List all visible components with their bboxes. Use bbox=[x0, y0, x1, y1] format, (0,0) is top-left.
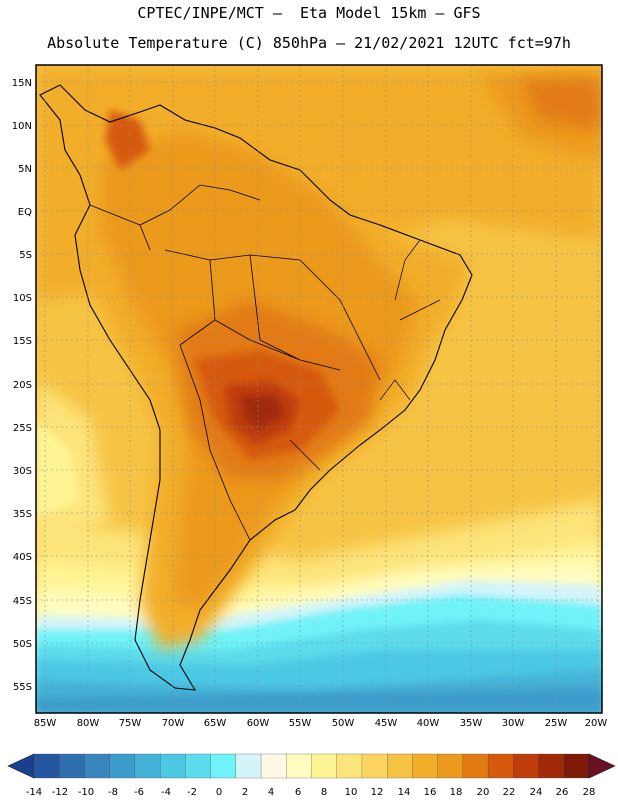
colorbar-swatch bbox=[387, 753, 413, 779]
lon-label: 40W bbox=[417, 718, 440, 729]
colorbar-label: 18 bbox=[450, 787, 463, 798]
colorbar-swatch bbox=[513, 753, 540, 779]
colorbar-label: 2 bbox=[242, 787, 248, 798]
colorbar-label: -12 bbox=[52, 787, 68, 798]
colorbar-swatches bbox=[7, 753, 616, 779]
colorbar-swatch bbox=[286, 753, 312, 779]
colorbar-swatch bbox=[185, 753, 212, 779]
colorbar-label: 6 bbox=[295, 787, 301, 798]
colorbar-label: 28 bbox=[583, 787, 596, 798]
colorbar-label: 8 bbox=[321, 787, 327, 798]
colorbar: -14 -12 -10 -8 -6 -4 -2 0 2 4 6 8 10 12 … bbox=[7, 753, 616, 798]
colorbar-swatch bbox=[412, 753, 439, 779]
colorbar-swatch bbox=[487, 753, 514, 779]
lon-label: 55W bbox=[289, 718, 312, 729]
lat-label: 15N bbox=[12, 78, 32, 89]
colorbar-swatch bbox=[210, 753, 237, 779]
temperature-field bbox=[36, 65, 602, 713]
colorbar-swatch bbox=[235, 753, 262, 779]
colorbar-swatch bbox=[59, 753, 85, 779]
colorbar-label: 16 bbox=[424, 787, 437, 798]
lat-label: 30S bbox=[13, 466, 32, 477]
colorbar-label: 26 bbox=[556, 787, 569, 798]
colorbar-label: 20 bbox=[477, 787, 490, 798]
colorbar-swatch bbox=[134, 753, 161, 779]
colorbar-swatch bbox=[563, 753, 590, 779]
longitude-axis: 85W 80W 75W 70W 65W 60W 55W 50W 45W 40W … bbox=[34, 718, 608, 729]
colorbar-label: 0 bbox=[216, 787, 222, 798]
colorbar-swatch bbox=[462, 753, 489, 779]
colorbar-label: -2 bbox=[187, 787, 197, 798]
lon-label: 25W bbox=[545, 718, 568, 729]
latitude-axis: 15N 10N 5N EQ 5S 10S 15S 20S 25S 30S 35S… bbox=[12, 78, 32, 693]
colorbar-label: 12 bbox=[371, 787, 384, 798]
lat-label: 35S bbox=[13, 509, 32, 520]
colorbar-label: -6 bbox=[134, 787, 144, 798]
colorbar-label: 4 bbox=[268, 787, 274, 798]
lon-label: 85W bbox=[34, 718, 57, 729]
colorbar-label: -10 bbox=[78, 787, 94, 798]
lat-label: 10N bbox=[12, 121, 32, 132]
lat-label: 15S bbox=[13, 336, 32, 347]
colorbar-labels: -14 -12 -10 -8 -6 -4 -2 0 2 4 6 8 10 12 … bbox=[26, 787, 596, 798]
colorbar-swatch bbox=[361, 753, 388, 779]
colorbar-swatch bbox=[260, 753, 287, 779]
lon-label: 20W bbox=[585, 718, 608, 729]
colorbar-swatch bbox=[33, 753, 60, 779]
colorbar-label: 10 bbox=[345, 787, 358, 798]
lat-label: 5S bbox=[19, 250, 32, 261]
lon-label: 45W bbox=[375, 718, 398, 729]
colorbar-label: -8 bbox=[108, 787, 118, 798]
lat-label: 40S bbox=[13, 552, 32, 563]
lon-label: 35W bbox=[460, 718, 483, 729]
colorbar-label: 24 bbox=[530, 787, 543, 798]
colorbar-swatch bbox=[437, 753, 464, 779]
lon-label: 70W bbox=[162, 718, 185, 729]
colorbar-swatch bbox=[84, 753, 111, 779]
lat-label: 55S bbox=[13, 682, 32, 693]
colorbar-swatch bbox=[336, 753, 363, 779]
lon-label: 75W bbox=[119, 718, 142, 729]
lat-label: EQ bbox=[18, 207, 32, 218]
lon-label: 80W bbox=[77, 718, 100, 729]
colorbar-swatch bbox=[109, 753, 136, 779]
title-line-1: CPTEC/INPE/MCT – Eta Model 15km – GFS bbox=[137, 4, 481, 22]
lat-label: 10S bbox=[13, 293, 32, 304]
colorbar-label: 14 bbox=[398, 787, 411, 798]
colorbar-label: -14 bbox=[26, 787, 42, 798]
colorbar-arrow-low bbox=[7, 753, 35, 779]
lon-label: 65W bbox=[204, 718, 227, 729]
lat-label: 50S bbox=[13, 639, 32, 650]
lat-label: 45S bbox=[13, 596, 32, 607]
lon-label: 60W bbox=[247, 718, 270, 729]
colorbar-label: 22 bbox=[503, 787, 516, 798]
lat-label: 5N bbox=[18, 164, 32, 175]
lat-label: 20S bbox=[13, 380, 32, 391]
colorbar-swatch bbox=[538, 753, 565, 779]
colorbar-swatch bbox=[311, 753, 338, 779]
colorbar-arrow-high bbox=[588, 753, 616, 779]
colorbar-swatch bbox=[159, 753, 186, 779]
lon-label: 30W bbox=[502, 718, 525, 729]
lat-label: 25S bbox=[13, 423, 32, 434]
colorbar-label: -4 bbox=[161, 787, 171, 798]
title-line-2: Absolute Temperature (C) 850hPa – 21/02/… bbox=[47, 34, 571, 52]
map-frame bbox=[35, 64, 603, 714]
lon-label: 50W bbox=[332, 718, 355, 729]
